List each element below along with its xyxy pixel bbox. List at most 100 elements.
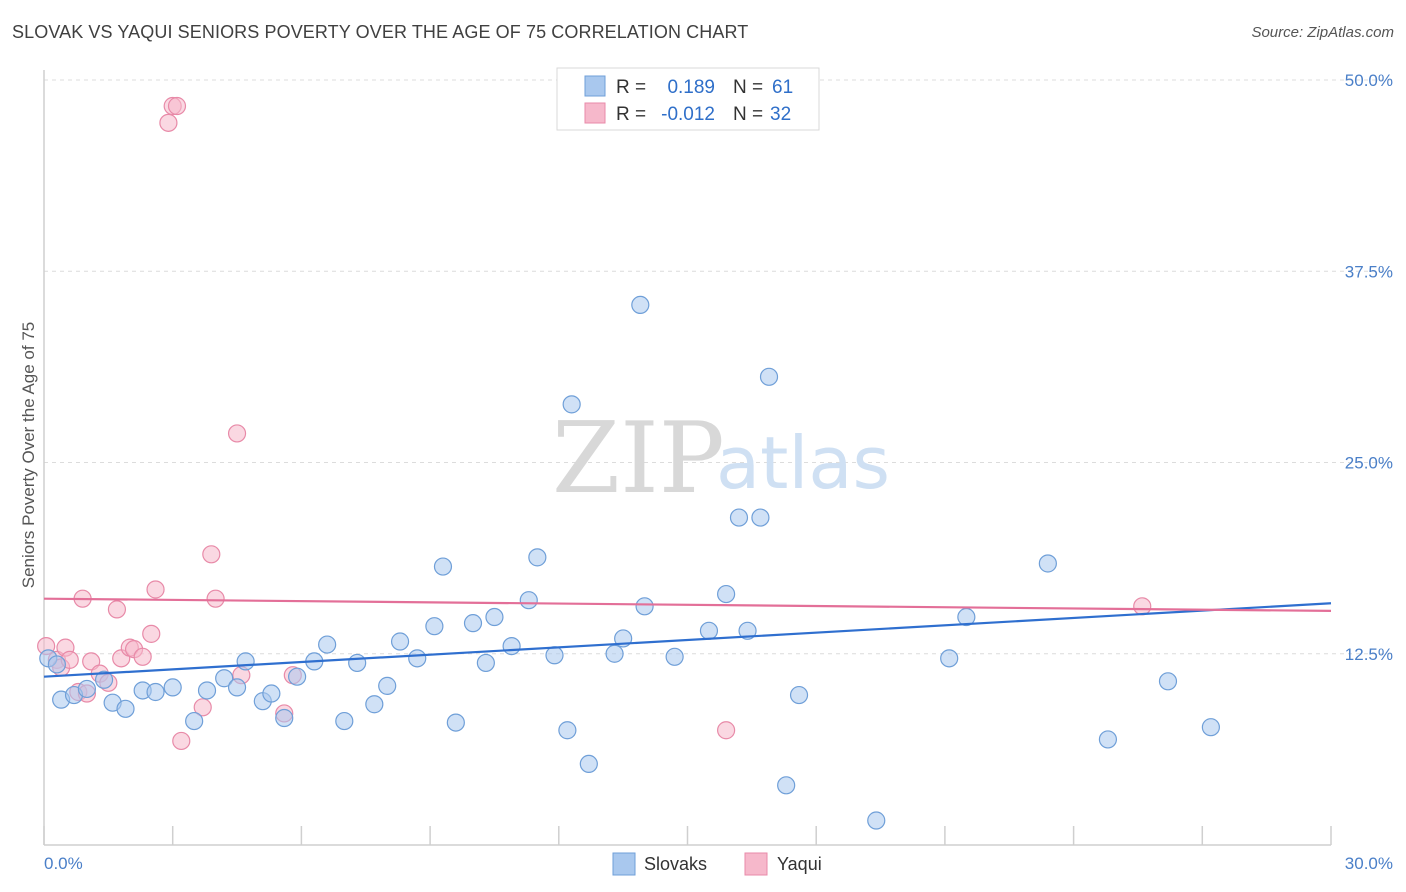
slovaks-point (777, 776, 796, 795)
x-axis-ticks (43, 826, 1332, 845)
slovaks-point (197, 681, 217, 700)
slovaks-point (502, 636, 521, 656)
slovaks-point (77, 679, 97, 699)
legend-swatch-yaqui (584, 102, 606, 124)
series-legend-label-yaqui: Yaqui (777, 854, 822, 874)
chart-title: SLOVAK VS YAQUI SENIORS POVERTY OVER THE… (12, 22, 749, 42)
series-legend-label-slovaks: Slovaks (644, 854, 707, 874)
yaqui-point (206, 589, 225, 608)
slovaks-point (1038, 554, 1057, 573)
slovaks-point (562, 395, 581, 414)
slovaks-point (318, 635, 337, 654)
slovaks-point (476, 653, 495, 673)
slovaks-point (275, 708, 294, 728)
x-tick-label-min: 0.0% (44, 854, 83, 873)
yaqui-point (202, 545, 221, 564)
yaqui-point (159, 113, 178, 132)
slovaks-point (631, 295, 650, 315)
slovaks-points (39, 295, 1220, 830)
yaqui-point (167, 96, 187, 116)
slovaks-point (1098, 730, 1118, 749)
slovaks-point (390, 632, 410, 651)
slovaks-point (738, 621, 757, 640)
y-tick-labels: 12.5% 25.0% 37.5% 50.0% (1345, 71, 1393, 664)
yaqui-point (227, 424, 247, 443)
slovaks-point (227, 678, 247, 697)
source-label: Source: ZipAtlas.com (1251, 24, 1394, 41)
stats-legend: R = 0.189 N = 61 R = -0.012 N = 32 (556, 67, 820, 131)
slovaks-point (545, 646, 564, 665)
yaqui-point (142, 624, 161, 643)
slovaks-point (446, 713, 465, 732)
legend-r-label-yaqui: R = (616, 104, 646, 125)
slovaks-point (699, 621, 719, 640)
yaqui-point (133, 647, 152, 666)
yaqui-point (146, 580, 165, 599)
slovaks-point (759, 367, 779, 386)
slovaks-point (867, 811, 886, 830)
legend-n-label-slovaks: N = (733, 77, 763, 98)
slovaks-point (789, 685, 809, 705)
slovaks-point (558, 721, 577, 740)
slovaks-point (146, 682, 165, 702)
yaqui-point (193, 698, 212, 717)
y-tick-label: 25.0% (1345, 454, 1393, 473)
slovaks-point (335, 711, 354, 731)
slovaks-point (288, 667, 307, 686)
slovaks-point (433, 557, 453, 576)
legend-r-value-slovaks: 0.189 (667, 77, 715, 98)
series-legend-swatch-slovaks (612, 852, 636, 876)
slovaks-point (1158, 672, 1178, 691)
slovaks-point (579, 754, 598, 774)
slovaks-point (519, 591, 538, 610)
slovaks-point (94, 670, 114, 689)
yaqui-point (172, 731, 191, 751)
legend-swatch-slovaks (584, 75, 606, 97)
legend-r-label-slovaks: R = (616, 77, 646, 98)
legend-n-label-yaqui: N = (733, 104, 763, 125)
slovaks-point (215, 669, 234, 688)
trend-lines (43, 597, 1332, 678)
legend-n-value-yaqui: 32 (770, 104, 791, 125)
slovaks-point (408, 649, 427, 668)
slovaks-point (365, 695, 384, 714)
watermark-zip: ZIP (552, 402, 725, 516)
slovaks-point (1201, 718, 1220, 737)
slovaks-point (163, 678, 182, 697)
slovaks-point (751, 508, 770, 527)
slovaks-point (348, 653, 367, 673)
slovaks-point (378, 676, 397, 695)
y-tick-label: 37.5% (1345, 262, 1393, 281)
slovaks-point (605, 644, 624, 663)
y-axis-label: Seniors Poverty Over the Age of 75 (19, 322, 38, 588)
series-legend-swatch-yaqui (744, 852, 768, 876)
x-tick-label-max: 30.0% (1345, 854, 1393, 873)
slovaks-point (47, 655, 66, 674)
legend-n-value-slovaks: 61 (772, 77, 793, 98)
slovaks-point (729, 508, 749, 527)
yaqui-point (107, 600, 127, 619)
legend-r-value-yaqui: -0.012 (661, 104, 715, 125)
series-legend: Slovaks Yaqui (612, 852, 822, 876)
slovaks-point (185, 711, 204, 731)
slovaks-point (262, 684, 281, 703)
slovaks-point (665, 647, 684, 666)
y-tick-label: 50.0% (1345, 71, 1393, 90)
grid-lines (44, 79, 1393, 655)
slovaks-point (463, 614, 483, 633)
slovaks-point (425, 617, 444, 636)
slovaks-point (485, 607, 504, 627)
y-tick-label: 12.5% (1345, 645, 1393, 664)
watermark-atlas: atlas (716, 421, 890, 505)
slovaks-point (528, 548, 547, 567)
yaqui-point (717, 721, 736, 740)
slovaks-point (940, 649, 959, 668)
slovaks-trend-line (43, 602, 1332, 678)
yaqui-point (1133, 597, 1152, 616)
yaqui-trend-line (43, 597, 1332, 613)
slovaks-point (236, 652, 255, 671)
slovaks-point (635, 597, 654, 616)
slovaks-point (717, 584, 736, 604)
slovaks-point (116, 699, 135, 718)
